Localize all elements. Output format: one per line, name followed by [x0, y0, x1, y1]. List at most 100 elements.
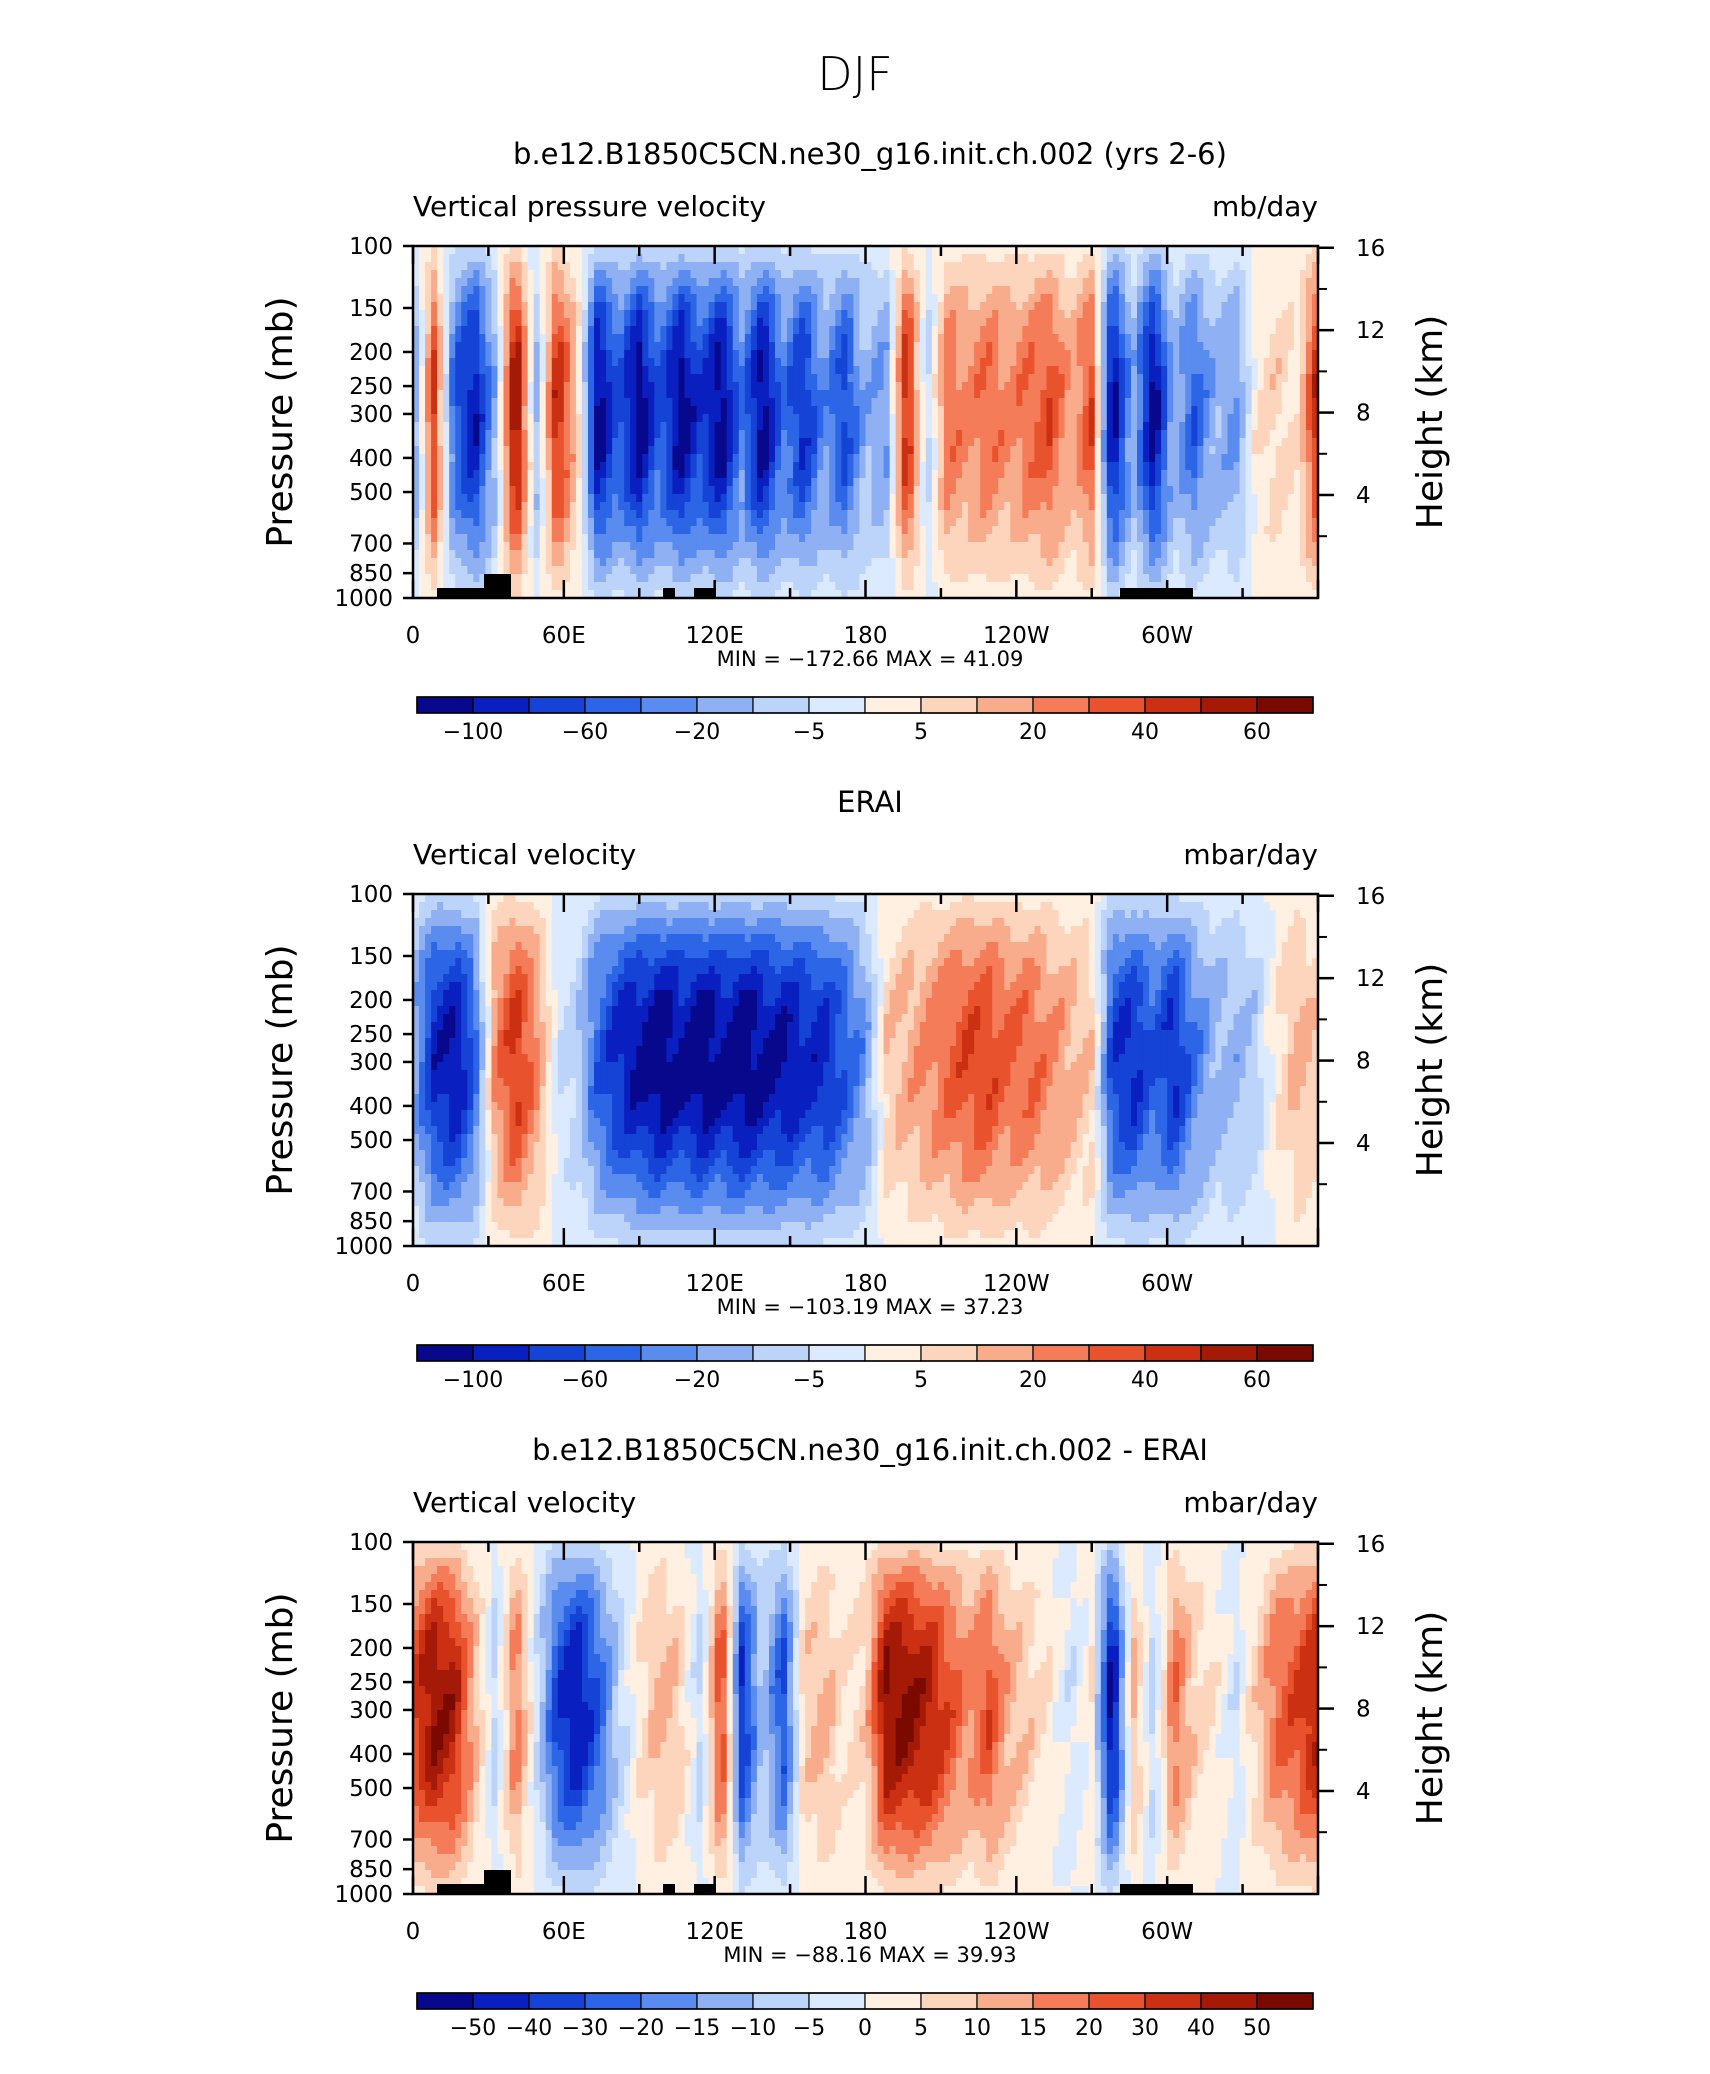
- contour-cell: [817, 566, 824, 575]
- contour-cell: [787, 382, 794, 391]
- contour-cell: [425, 486, 432, 495]
- contour-cell: [551, 582, 559, 591]
- contour-cell: [569, 246, 577, 255]
- contour-cell: [569, 526, 577, 535]
- contour-cell: [1016, 526, 1023, 535]
- contour-cell: [461, 558, 468, 567]
- contour-cell: [455, 510, 462, 519]
- contour-cell: [473, 478, 480, 487]
- contour-cell: [569, 294, 577, 303]
- contour-cell: [853, 454, 861, 463]
- contour-cell: [871, 478, 879, 487]
- contour-cell: [1058, 398, 1066, 407]
- contour-cell: [431, 358, 438, 367]
- contour-cell: [1076, 398, 1084, 407]
- contour-cell: [678, 374, 686, 383]
- contour-cell: [473, 318, 480, 327]
- contour-cell: [823, 270, 830, 279]
- contour-cell: [1070, 390, 1078, 399]
- contour-cell: [563, 254, 571, 263]
- contour-cell: [533, 494, 541, 503]
- contour-cell: [1052, 318, 1060, 327]
- contour-cell: [913, 566, 921, 575]
- contour-cell: [479, 342, 486, 351]
- contour-cell: [853, 366, 861, 375]
- contour-cell: [750, 494, 758, 503]
- contour-cell: [986, 534, 993, 543]
- contour-cell: [467, 510, 474, 519]
- contour-cell: [998, 430, 1005, 439]
- contour-cell: [943, 422, 951, 431]
- contour-cell: [744, 342, 752, 351]
- contour-cell: [775, 310, 782, 319]
- contour-cell: [805, 582, 812, 591]
- contour-cell: [1028, 294, 1036, 303]
- contour-cell: [648, 518, 655, 527]
- contour-cell: [1082, 398, 1090, 407]
- contour-cell: [1040, 486, 1048, 495]
- contour-cell: [600, 590, 607, 598]
- contour-cell: [684, 366, 692, 375]
- contour-cell: [503, 526, 511, 535]
- contour-cell: [581, 438, 589, 447]
- contour-cell: [823, 478, 830, 487]
- contour-cell: [557, 494, 565, 503]
- contour-cell: [473, 342, 480, 351]
- contour-cell: [545, 478, 553, 487]
- contour-cell: [600, 294, 607, 303]
- contour-cell: [660, 246, 667, 255]
- contour-cell: [1064, 398, 1072, 407]
- contour-cell: [425, 566, 432, 575]
- contour-cell: [907, 566, 915, 575]
- contour-cell: [799, 478, 806, 487]
- contour-cell: [847, 246, 855, 255]
- contour-cell: [600, 310, 607, 319]
- contour-cell: [539, 470, 547, 479]
- contour-cell: [557, 294, 565, 303]
- contour-cell: [853, 422, 861, 431]
- contour-cell: [1088, 558, 1096, 567]
- contour-cell: [835, 470, 842, 479]
- contour-cell: [1010, 590, 1017, 598]
- contour-cell: [461, 310, 468, 319]
- contour-cell: [437, 494, 444, 503]
- contour-cell: [648, 422, 655, 431]
- contour-cell: [943, 366, 951, 375]
- contour-cell: [775, 526, 782, 535]
- contour-cell: [515, 550, 523, 559]
- contour-cell: [895, 478, 903, 487]
- contour-cell: [515, 270, 523, 279]
- contour-cell: [624, 502, 631, 511]
- contour-cell: [491, 318, 499, 327]
- contour-cell: [666, 374, 674, 383]
- contour-cell: [612, 398, 619, 407]
- contour-cell: [883, 550, 891, 559]
- contour-cell: [413, 526, 420, 535]
- contour-cell: [1028, 590, 1036, 598]
- contour-cell: [606, 526, 613, 535]
- contour-cell: [678, 406, 686, 415]
- contour-cell: [1064, 534, 1072, 543]
- contour-cell: [907, 582, 915, 591]
- contour-cell: [883, 358, 891, 367]
- contour-cell: [678, 270, 686, 279]
- contour-cell: [1070, 502, 1078, 511]
- contour-cell: [630, 406, 637, 415]
- contour-cell: [545, 518, 553, 527]
- contour-cell: [1040, 550, 1048, 559]
- contour-cell: [823, 366, 830, 375]
- contour-cell: [968, 438, 975, 447]
- contour-cell: [1070, 398, 1078, 407]
- contour-cell: [895, 534, 903, 543]
- contour-cell: [1052, 430, 1060, 439]
- contour-cell: [1058, 286, 1066, 295]
- contour-cell: [527, 398, 535, 407]
- contour-cell: [690, 430, 698, 439]
- contour-cell: [551, 550, 559, 559]
- contour-cell: [986, 462, 993, 471]
- contour-cell: [618, 334, 625, 343]
- contour-cell: [1064, 494, 1072, 503]
- contour-cell: [738, 374, 746, 383]
- contour-cell: [1094, 358, 1102, 367]
- contour-cell: [587, 318, 595, 327]
